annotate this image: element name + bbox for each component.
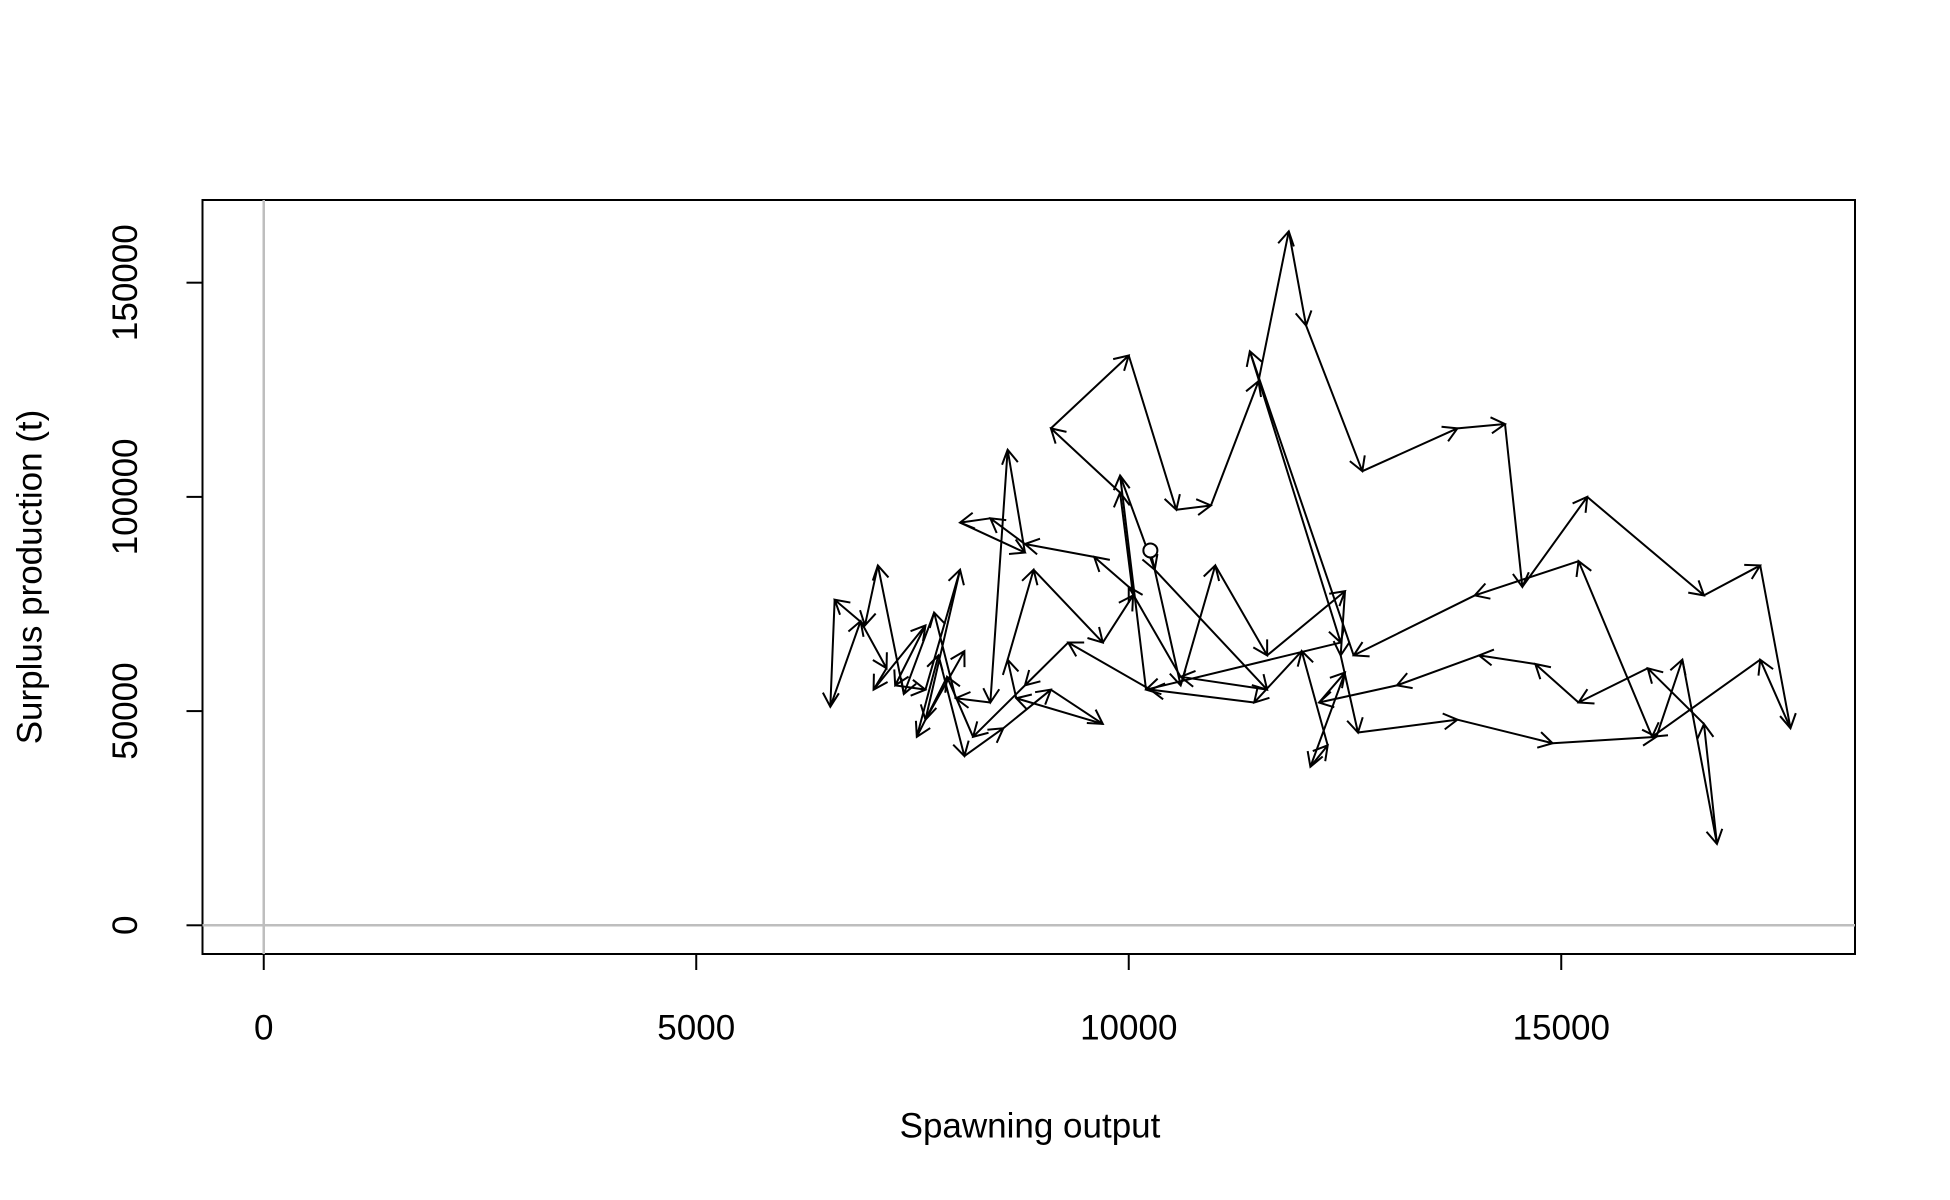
y-tick-label: 50000 <box>106 662 145 759</box>
arrow <box>1504 423 1530 589</box>
arrow <box>1023 641 1069 687</box>
arrow <box>1457 416 1508 435</box>
arrow <box>1681 659 1724 846</box>
arrow <box>1533 662 1580 704</box>
arrow <box>1266 589 1347 657</box>
arrow <box>1209 379 1262 506</box>
y-tick-label: 150000 <box>106 224 145 341</box>
arrow <box>1361 425 1460 473</box>
arrow <box>959 521 1027 556</box>
arrow <box>1576 667 1649 705</box>
start-point <box>1142 542 1159 559</box>
arrow <box>1178 670 1268 691</box>
x-axis-label: Spawning output <box>900 1106 1161 1145</box>
arrow <box>872 623 927 691</box>
arrow <box>1703 563 1762 597</box>
arrow <box>1646 666 1705 725</box>
arrow <box>1050 354 1131 430</box>
y-tick-label: 100000 <box>106 438 145 555</box>
arrow <box>1050 688 1105 726</box>
arrow <box>1127 355 1181 512</box>
arrow <box>1049 426 1121 494</box>
arrow <box>924 567 965 690</box>
arrow <box>1306 672 1346 769</box>
arrow <box>1014 693 1104 725</box>
arrow <box>871 563 905 695</box>
x-tick-label: 0 <box>254 1008 273 1047</box>
arrow <box>1112 473 1148 690</box>
arrow <box>1586 496 1706 597</box>
arrow <box>1179 563 1221 686</box>
y-tick-label: 0 <box>106 916 145 935</box>
arrow <box>1257 229 1295 382</box>
arrow <box>1477 648 1536 667</box>
arrow <box>1245 349 1355 656</box>
arrow <box>1066 641 1151 691</box>
arrow <box>1759 565 1797 731</box>
arrow <box>1305 325 1366 474</box>
arrow <box>859 565 879 628</box>
plot-frame <box>201 199 1856 955</box>
arrow <box>1317 684 1398 709</box>
x-tick-label: 10000 <box>1080 1008 1177 1047</box>
arrow <box>1252 650 1303 704</box>
arrow <box>1032 569 1105 644</box>
arrow <box>1357 712 1460 734</box>
arrow <box>1472 560 1579 600</box>
arrow <box>1457 718 1555 749</box>
arrow <box>1006 567 1039 660</box>
arrow <box>1552 728 1659 747</box>
arrow <box>1001 447 1026 553</box>
arrow <box>859 620 888 671</box>
arrow <box>1287 231 1313 328</box>
arrow <box>1153 569 1269 692</box>
arrow <box>1022 537 1095 558</box>
arrow <box>924 649 966 721</box>
arrow <box>953 691 991 709</box>
arrow <box>1309 743 1329 768</box>
arrow <box>1351 594 1476 658</box>
x-tick-label: 15000 <box>1513 1008 1610 1047</box>
arrow <box>1696 721 1718 845</box>
arrow <box>1248 350 1346 645</box>
arrow <box>895 679 928 697</box>
arrow <box>944 674 974 738</box>
arrow <box>1214 564 1269 658</box>
arrow <box>1092 555 1130 588</box>
arrow <box>988 517 1026 545</box>
arrow <box>1176 498 1213 516</box>
arrow <box>1575 559 1653 738</box>
arrow <box>829 619 865 708</box>
arrow <box>1650 658 1761 738</box>
arrow <box>958 511 991 530</box>
arrow <box>1757 657 1792 729</box>
y-axis-label: Surplus production (t) <box>10 410 49 745</box>
arrow <box>1127 585 1182 678</box>
x-tick-label: 5000 <box>657 1008 735 1047</box>
arrow <box>1395 654 1480 690</box>
arrow <box>982 449 1009 705</box>
arrow <box>1001 657 1020 699</box>
arrow <box>900 612 936 696</box>
